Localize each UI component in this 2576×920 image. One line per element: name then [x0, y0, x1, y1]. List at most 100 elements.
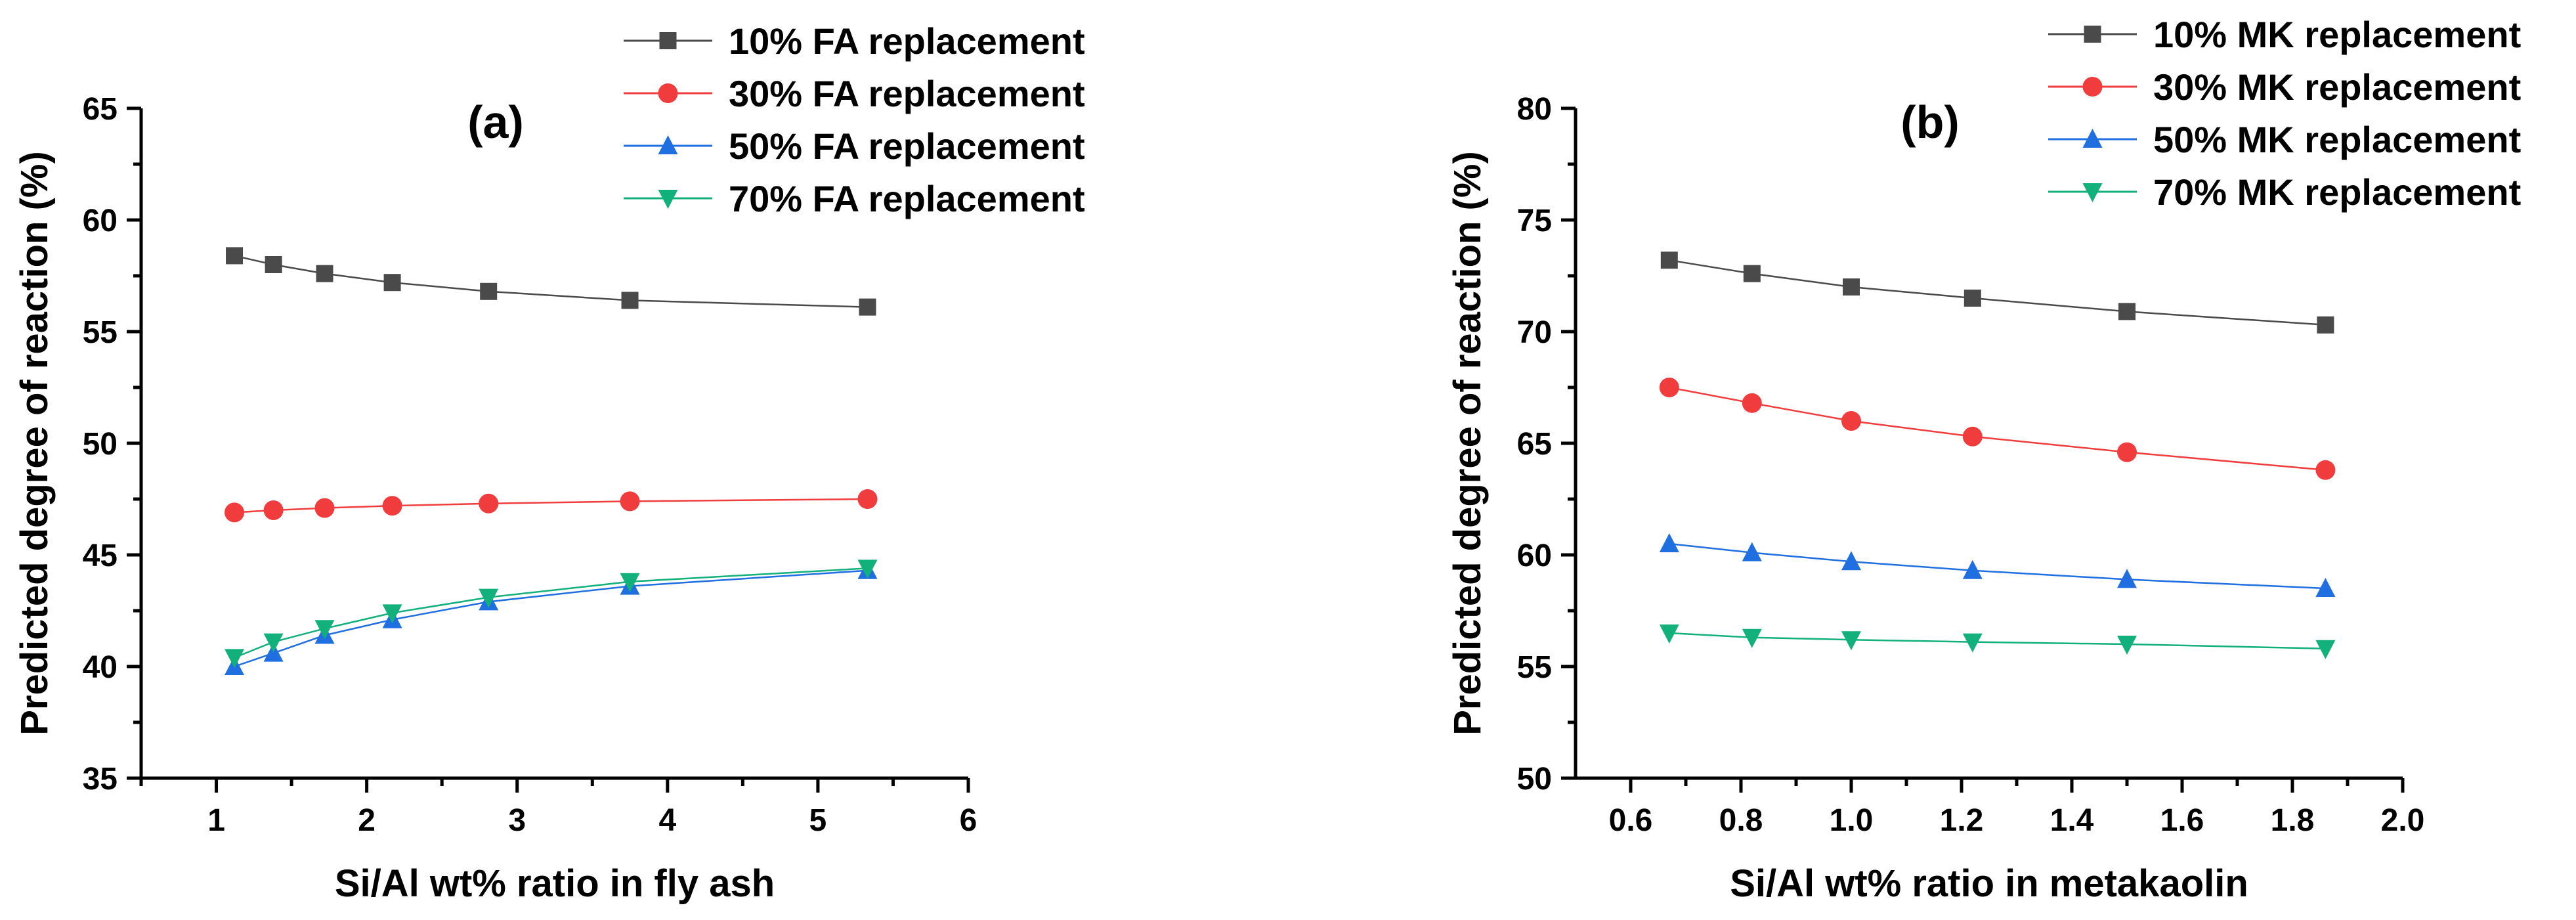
- x-tick-label: 6: [960, 803, 977, 838]
- x-axis-title: Si/Al wt% ratio in fly ash: [335, 862, 775, 905]
- x-axis-title: Si/Al wt% ratio in metakaolin: [1730, 862, 2248, 905]
- y-tick-label: 65: [83, 92, 118, 127]
- data-point: [1659, 533, 1679, 552]
- series-3: [1659, 624, 2336, 659]
- data-point: [2315, 640, 2336, 659]
- data-point: [314, 620, 335, 640]
- data-point: [480, 282, 498, 300]
- legend-marker: [658, 190, 678, 209]
- x-tick-label: 1.2: [1940, 803, 1984, 838]
- y-tick-label: 40: [83, 650, 118, 685]
- legend-marker: [658, 83, 678, 103]
- series-line: [234, 569, 868, 668]
- y-tick-label: 70: [1517, 315, 1552, 350]
- data-point: [225, 649, 245, 668]
- y-tick-label: 55: [83, 315, 118, 350]
- data-point: [1962, 559, 1983, 579]
- x-tick-label: 0.6: [1609, 803, 1653, 838]
- data-point: [382, 604, 402, 624]
- y-axis-title: Predicted degree of reaction (%): [13, 151, 56, 735]
- data-point: [2117, 442, 2137, 462]
- data-point: [1659, 378, 1679, 397]
- series-2: [225, 559, 878, 675]
- data-point: [1742, 542, 1762, 561]
- data-point: [621, 292, 639, 309]
- series-line: [1669, 259, 2326, 326]
- y-axis-title: Predicted degree of reaction (%): [1446, 151, 1489, 735]
- series-1: [1659, 378, 2336, 480]
- data-point: [226, 247, 244, 265]
- series-3: [225, 559, 878, 668]
- data-point: [1843, 278, 1860, 296]
- legend-marker: [2082, 129, 2103, 148]
- y-tick-label: 75: [1517, 204, 1552, 238]
- legend-label: 70% FA replacement: [729, 178, 1085, 219]
- series-line: [1669, 632, 2326, 650]
- data-point: [620, 573, 640, 592]
- x-tick-label: 2.0: [2381, 803, 2425, 838]
- x-tick-label: 4: [658, 803, 676, 838]
- legend-entry: 30% FA replacement: [624, 73, 1085, 114]
- series-0: [1660, 252, 2334, 334]
- data-point: [263, 500, 284, 520]
- series-line: [234, 567, 868, 659]
- data-point: [1962, 633, 1983, 653]
- data-point: [1742, 393, 1762, 413]
- x-tick-label: 1.0: [1830, 803, 1874, 838]
- x-tick-label: 2: [358, 803, 376, 838]
- legend-label: 70% MK replacement: [2153, 171, 2521, 213]
- legend-entry: 10% MK replacement: [2048, 14, 2521, 55]
- data-point: [1964, 290, 1981, 307]
- series-1: [225, 489, 878, 523]
- data-point: [382, 496, 402, 516]
- data-point: [620, 491, 640, 512]
- data-point: [857, 489, 878, 509]
- y-tick-label: 60: [1517, 538, 1552, 573]
- data-point: [2117, 569, 2137, 588]
- legend-entry: 50% FA replacement: [624, 125, 1085, 167]
- data-point: [316, 265, 333, 282]
- legend-label: 10% FA replacement: [729, 20, 1085, 62]
- panel-label: (b): [1900, 97, 1959, 148]
- x-tick-label: 3: [508, 803, 526, 838]
- y-tick-label: 35: [83, 762, 118, 797]
- data-point: [1659, 624, 1679, 644]
- legend-label: 30% MK replacement: [2153, 66, 2521, 108]
- data-point: [1962, 426, 1983, 447]
- data-point: [383, 274, 401, 292]
- y-tick-label: 50: [1517, 762, 1552, 797]
- series-0: [226, 247, 876, 316]
- x-tick-label: 1.4: [2050, 803, 2094, 838]
- legend-label: 50% FA replacement: [729, 125, 1085, 167]
- y-tick-label: 80: [1517, 92, 1552, 127]
- data-point: [479, 493, 499, 514]
- panel-label: (a): [467, 97, 524, 148]
- legend-entry: 70% FA replacement: [624, 178, 1085, 219]
- legend-label: 30% FA replacement: [729, 73, 1085, 114]
- legend-marker: [658, 135, 678, 154]
- data-point: [263, 633, 284, 653]
- legend-label: 10% MK replacement: [2153, 14, 2521, 55]
- x-tick-label: 5: [809, 803, 827, 838]
- data-point: [314, 498, 335, 518]
- data-point: [2315, 578, 2336, 597]
- data-point: [225, 502, 245, 523]
- data-point: [265, 256, 282, 273]
- data-point: [2317, 316, 2334, 334]
- x-tick-label: 1: [207, 803, 225, 838]
- y-tick-label: 60: [83, 204, 118, 238]
- legend-entry: 70% MK replacement: [2048, 171, 2521, 213]
- legend-marker: [2084, 26, 2101, 43]
- series-line: [1669, 386, 2326, 471]
- legend-entry: 50% MK replacement: [2048, 119, 2521, 160]
- data-point: [479, 588, 499, 608]
- x-tick-label: 1.8: [2271, 803, 2315, 838]
- data-point: [1841, 631, 1861, 651]
- y-tick-label: 65: [1517, 427, 1552, 462]
- y-tick-label: 50: [83, 427, 118, 462]
- series-line: [1669, 542, 2326, 590]
- data-point: [1660, 252, 1678, 269]
- y-tick-label: 55: [1517, 650, 1552, 685]
